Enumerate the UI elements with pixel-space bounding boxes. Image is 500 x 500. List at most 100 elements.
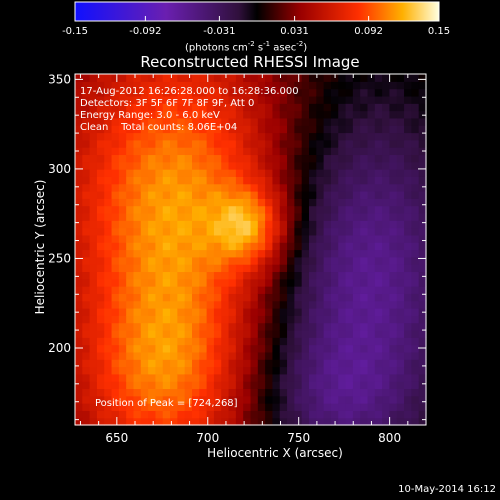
- heatmap-cell: [301, 351, 310, 360]
- heatmap-cell: [118, 81, 127, 90]
- heatmap-cell: [418, 373, 427, 382]
- heatmap-cell: [199, 161, 208, 170]
- heatmap-cell: [75, 220, 83, 229]
- heatmap-cell: [177, 234, 186, 243]
- heatmap-cell: [301, 227, 310, 236]
- heatmap-cell: [330, 373, 339, 382]
- heatmap-cell: [89, 139, 98, 148]
- heatmap-cell: [352, 81, 361, 90]
- heatmap-cell: [148, 264, 157, 273]
- heatmap-cell: [287, 125, 295, 134]
- heatmap-cell: [279, 81, 288, 90]
- heatmap-cell: [272, 139, 281, 148]
- heatmap-cell: [418, 205, 427, 214]
- heatmap-cell: [382, 322, 391, 331]
- heatmap-cell: [192, 359, 200, 368]
- heatmap-cell: [82, 351, 91, 360]
- heatmap-cell: [118, 117, 127, 126]
- heatmap-cell: [133, 264, 142, 273]
- heatmap-cell: [206, 139, 215, 148]
- heatmap-cell: [170, 183, 178, 192]
- heatmap-cell: [374, 286, 383, 294]
- heatmap-cell: [133, 359, 142, 368]
- heatmap-cell: [235, 132, 244, 141]
- heatmap-cell: [140, 74, 149, 82]
- heatmap-cell: [170, 125, 178, 134]
- heatmap-cell: [411, 183, 420, 192]
- heatmap-cell: [265, 286, 274, 294]
- heatmap-cell: [243, 344, 252, 353]
- heatmap-cell: [404, 271, 412, 280]
- heatmap-cell: [389, 234, 398, 243]
- heatmap-cell: [228, 300, 237, 309]
- heatmap-cell: [206, 220, 215, 229]
- heatmap-cell: [104, 154, 113, 163]
- heatmap-cell: [75, 191, 83, 199]
- heatmap-cell: [265, 242, 274, 251]
- heatmap-cell: [192, 74, 200, 82]
- heatmap-cell: [330, 329, 339, 338]
- heatmap-cell: [126, 227, 135, 236]
- heatmap-cell: [272, 351, 281, 360]
- heatmap-cell: [82, 417, 91, 426]
- heatmap-cell: [382, 227, 391, 236]
- heatmap-cell: [213, 183, 222, 192]
- heatmap-cell: [213, 249, 222, 258]
- heatmap-cell: [279, 293, 288, 302]
- heatmap-cell: [96, 417, 105, 426]
- heatmap-cell: [279, 74, 288, 82]
- heatmap-cell: [287, 278, 295, 287]
- heatmap-cell: [177, 293, 186, 302]
- heatmap-cell: [104, 183, 113, 192]
- heatmap-cell: [155, 220, 164, 229]
- heatmap-cell: [374, 74, 383, 82]
- heatmap-cell: [360, 139, 369, 148]
- heatmap-cell: [89, 95, 98, 104]
- heatmap-cell: [148, 95, 157, 104]
- heatmap-cell: [374, 88, 383, 97]
- heatmap-cell: [279, 410, 288, 419]
- heatmap-cell: [177, 161, 186, 170]
- heatmap-cell: [111, 395, 120, 404]
- heatmap-cell: [126, 125, 135, 134]
- heatmap-cell: [228, 227, 237, 236]
- heatmap-cell: [287, 315, 295, 324]
- heatmap-cell: [360, 161, 369, 170]
- heatmap-cell: [82, 227, 91, 236]
- heatmap-cell: [75, 103, 83, 112]
- heatmap-cell: [221, 373, 230, 382]
- heatmap-cell: [140, 410, 149, 419]
- heatmap-cell: [404, 366, 412, 375]
- heatmap-cell: [279, 373, 288, 382]
- heatmap-cell: [104, 139, 113, 148]
- heatmap-cell: [382, 191, 391, 199]
- heatmap-cell: [221, 256, 230, 265]
- heatmap-cell: [155, 344, 164, 353]
- heatmap-cell: [360, 315, 369, 324]
- heatmap-cell: [213, 256, 222, 265]
- heatmap-cell: [148, 191, 157, 199]
- heatmap-cell: [330, 176, 339, 185]
- heatmap-cell: [294, 227, 303, 236]
- heatmap-cell: [411, 234, 420, 243]
- heatmap-cell: [133, 95, 142, 104]
- heatmap-cell: [148, 81, 157, 90]
- heatmap-cell: [213, 395, 222, 404]
- heatmap-cell: [382, 132, 391, 141]
- heatmap-cell: [287, 329, 295, 338]
- heatmap-cell: [418, 183, 427, 192]
- heatmap-cell: [192, 198, 200, 207]
- heatmap-cell: [126, 169, 135, 177]
- heatmap-cell: [360, 337, 369, 346]
- heatmap-cell: [228, 74, 237, 82]
- heatmap-cell: [294, 154, 303, 163]
- y-tick-label: 300: [48, 162, 71, 176]
- heatmap-cell: [338, 117, 347, 126]
- heatmap-cell: [228, 125, 237, 134]
- heatmap-cell: [301, 403, 310, 411]
- heatmap-cell: [118, 205, 127, 214]
- heatmap-cell: [360, 366, 369, 375]
- heatmap-cell: [316, 132, 325, 141]
- heatmap-cell: [96, 344, 105, 353]
- heatmap-cell: [316, 191, 325, 199]
